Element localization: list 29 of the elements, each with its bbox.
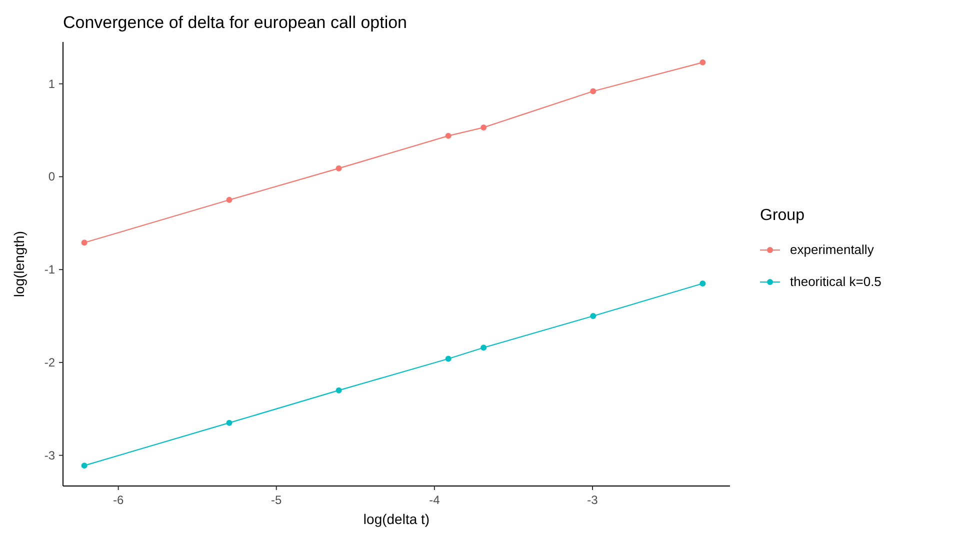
legend-label: experimentally <box>790 242 874 257</box>
point <box>336 165 342 172</box>
legend-label: theoritical k=0.5 <box>790 274 882 289</box>
x-axis-title: log(delta t) <box>363 511 430 527</box>
point <box>700 59 706 66</box>
x-tick-label: -5 <box>271 493 282 507</box>
point <box>590 313 596 320</box>
point <box>226 196 232 203</box>
y-tick-label: -2 <box>44 355 56 370</box>
x-tick-label: -3 <box>587 493 598 507</box>
point <box>81 240 88 246</box>
point <box>480 124 487 130</box>
legend-title: Group <box>760 207 805 224</box>
point <box>226 420 232 426</box>
y-axis-title: log(length) <box>11 230 27 298</box>
point <box>700 280 706 287</box>
point <box>480 344 487 351</box>
x-tick-label: -6 <box>112 493 124 507</box>
x-tick-label: -4 <box>429 493 440 507</box>
point <box>81 462 88 469</box>
point <box>336 387 342 394</box>
point <box>445 356 452 362</box>
y-tick-label: -3 <box>44 448 56 462</box>
chart-title: Convergence of delta for european call option <box>63 13 408 32</box>
point <box>445 132 452 139</box>
y-tick-label: 1 <box>48 76 56 91</box>
point <box>590 88 596 94</box>
y-tick-label: 0 <box>48 170 56 184</box>
y-tick-label: -1 <box>44 262 56 277</box>
